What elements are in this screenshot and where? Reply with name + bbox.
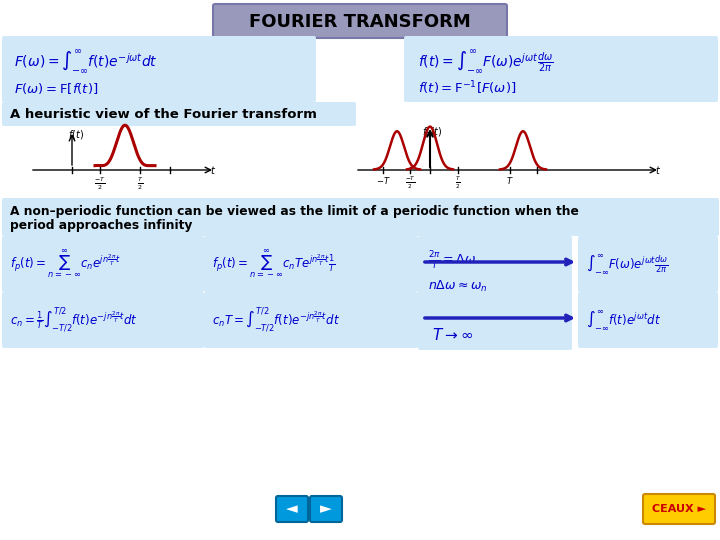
Text: $\int_{-\infty}^{\infty} F(\omega)e^{j\omega t}\frac{d\omega}{2\pi}$: $\int_{-\infty}^{\infty} F(\omega)e^{j\o… bbox=[586, 252, 669, 275]
Text: $f_p(t) = \sum_{n=-\infty}^{\infty} c_n T e^{jn\frac{2\pi}{T}t}\frac{1}{T}$: $f_p(t) = \sum_{n=-\infty}^{\infty} c_n … bbox=[212, 248, 336, 280]
Text: $f(t) = \int_{-\infty}^{\infty} F(\omega)e^{j\omega t}\frac{d\omega}{2\pi}$: $f(t) = \int_{-\infty}^{\infty} F(\omega… bbox=[418, 49, 554, 76]
Text: $t$: $t$ bbox=[655, 164, 661, 176]
FancyBboxPatch shape bbox=[276, 496, 308, 522]
Text: $\frac{2\pi}{T} = \Delta\omega$: $\frac{2\pi}{T} = \Delta\omega$ bbox=[428, 249, 476, 271]
Text: $f(t)$: $f(t)$ bbox=[68, 128, 84, 141]
Text: $f_p(t) = \sum_{n=-\infty}^{\infty} c_n e^{jn\frac{2\pi}{T}t}$: $f_p(t) = \sum_{n=-\infty}^{\infty} c_n … bbox=[10, 248, 121, 280]
FancyBboxPatch shape bbox=[2, 36, 316, 102]
Text: A heuristic view of the Fourier transform: A heuristic view of the Fourier transfor… bbox=[10, 107, 317, 120]
FancyBboxPatch shape bbox=[204, 292, 418, 348]
Text: $F(\omega) = \mathrm{F}[f(t)]$: $F(\omega) = \mathrm{F}[f(t)]$ bbox=[14, 80, 99, 96]
Text: A non–periodic function can be viewed as the limit of a periodic function when t: A non–periodic function can be viewed as… bbox=[10, 206, 579, 219]
Text: $\frac{T}{2}$: $\frac{T}{2}$ bbox=[137, 175, 143, 192]
FancyBboxPatch shape bbox=[2, 102, 356, 126]
Text: $F(\omega) = \int_{-\infty}^{\infty} f(t)e^{-j\omega t}dt$: $F(\omega) = \int_{-\infty}^{\infty} f(t… bbox=[14, 49, 158, 76]
FancyBboxPatch shape bbox=[310, 496, 342, 522]
Text: period approaches infinity: period approaches infinity bbox=[10, 219, 192, 233]
FancyBboxPatch shape bbox=[404, 36, 718, 102]
FancyBboxPatch shape bbox=[2, 292, 204, 348]
Text: $\frac{-T}{2}$: $\frac{-T}{2}$ bbox=[94, 175, 106, 192]
Text: $n\Delta\omega \approx \omega_n$: $n\Delta\omega \approx \omega_n$ bbox=[428, 279, 487, 294]
FancyBboxPatch shape bbox=[578, 236, 718, 292]
Text: $\frac{-T}{2}$: $\frac{-T}{2}$ bbox=[405, 175, 415, 191]
Text: $c_n = \frac{1}{T}\int_{-T/2}^{T/2} f(t)e^{-jn\frac{2\pi}{T}t}dt$: $c_n = \frac{1}{T}\int_{-T/2}^{T/2} f(t)… bbox=[10, 306, 138, 334]
Text: $f_p(t)$: $f_p(t)$ bbox=[422, 126, 443, 140]
Text: ►: ► bbox=[320, 502, 332, 516]
FancyBboxPatch shape bbox=[2, 198, 719, 236]
FancyBboxPatch shape bbox=[2, 236, 204, 292]
FancyBboxPatch shape bbox=[418, 236, 572, 350]
Text: $T \rightarrow \infty$: $T \rightarrow \infty$ bbox=[432, 327, 473, 343]
Text: $c_n T = \int_{-T/2}^{T/2} f(t)e^{-jn\frac{2\pi}{T}t}dt$: $c_n T = \int_{-T/2}^{T/2} f(t)e^{-jn\fr… bbox=[212, 306, 340, 334]
Text: $f(t) = \mathrm{F}^{-1}[F(\omega)]$: $f(t) = \mathrm{F}^{-1}[F(\omega)]$ bbox=[418, 79, 516, 97]
Text: CEAUX ►: CEAUX ► bbox=[652, 504, 706, 514]
FancyBboxPatch shape bbox=[213, 4, 507, 38]
Text: $-T$: $-T$ bbox=[376, 175, 390, 186]
FancyBboxPatch shape bbox=[204, 236, 418, 292]
Text: $t$: $t$ bbox=[210, 164, 216, 176]
FancyBboxPatch shape bbox=[578, 292, 718, 348]
Text: ◄: ◄ bbox=[286, 502, 298, 516]
Text: $\int_{-\infty}^{\infty} f(t)e^{j\omega t}dt$: $\int_{-\infty}^{\infty} f(t)e^{j\omega … bbox=[586, 308, 661, 332]
FancyBboxPatch shape bbox=[643, 494, 715, 524]
Text: FOURIER TRANSFORM: FOURIER TRANSFORM bbox=[249, 13, 471, 31]
Text: $\frac{T}{2}$: $\frac{T}{2}$ bbox=[455, 175, 461, 191]
Text: $T$: $T$ bbox=[506, 175, 514, 186]
